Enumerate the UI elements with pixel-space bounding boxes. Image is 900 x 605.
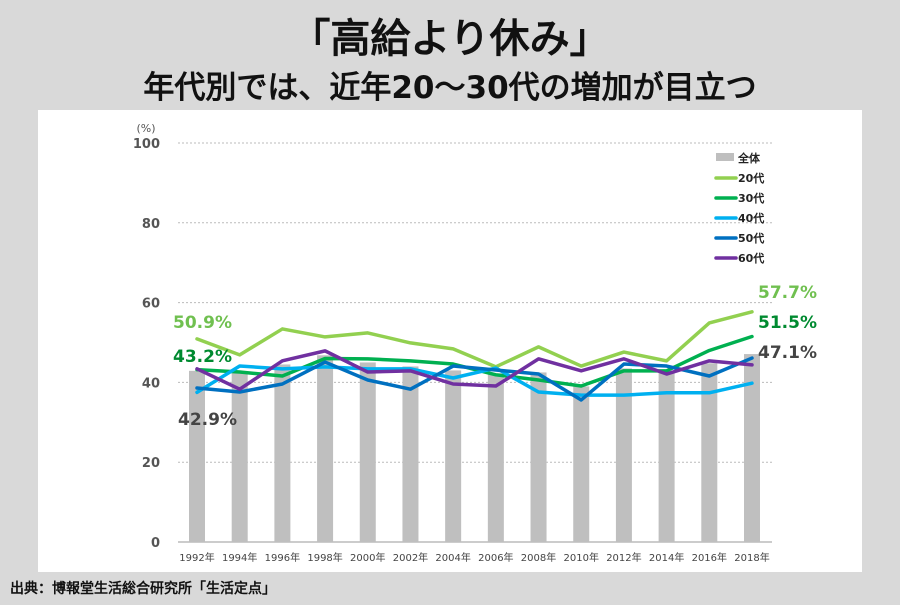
x-tick-label: 2016年	[692, 551, 727, 564]
bar-zentai	[445, 370, 462, 542]
legend-label: 20代	[738, 171, 764, 185]
bar-zentai	[658, 371, 675, 542]
x-tick-label: 2018年	[734, 551, 769, 564]
bar-zentai	[274, 364, 291, 542]
x-tick-label: 2000年	[350, 551, 385, 564]
x-tick-label: 2010年	[564, 551, 599, 564]
x-tick-label: 1998年	[307, 551, 342, 564]
data-label: 43.2%	[173, 347, 232, 367]
x-tick-label: 2004年	[435, 551, 470, 564]
bar-zentai	[573, 386, 590, 542]
x-tick-label: 2012年	[606, 551, 641, 564]
chart-subtitle: 年代別では、近年20〜30代の増加が目立つ	[143, 70, 757, 106]
data-label: 57.7%	[758, 283, 817, 303]
bar-zentai	[701, 363, 718, 542]
bar-zentai	[231, 373, 248, 542]
legend-label: 60代	[738, 251, 764, 265]
legend-swatch-zentai	[716, 153, 734, 161]
line-series-20代	[195, 310, 754, 369]
data-label: 47.1%	[758, 343, 817, 363]
y-tick-label: 0	[151, 536, 160, 551]
bar-zentai	[317, 355, 334, 542]
y-axis-unit: (%)	[136, 122, 155, 135]
bar-zentai	[744, 354, 760, 542]
source-note: 出典：博報堂生活総合研究所「生活定点」	[10, 581, 276, 597]
x-tick-label: 2008年	[521, 551, 556, 564]
bar-zentai	[530, 372, 547, 542]
bar-zentai	[402, 366, 419, 542]
data-label: 42.9%	[178, 410, 237, 430]
legend-label: 30代	[738, 191, 764, 205]
y-tick-label: 20	[142, 456, 160, 471]
data-label: 51.5%	[758, 313, 817, 333]
data-label: 50.9%	[173, 313, 232, 333]
x-tick-label: 2006年	[478, 551, 513, 564]
y-tick-label: 80	[142, 217, 160, 232]
y-tick-label: 100	[133, 137, 160, 152]
x-tick-label: 1992年	[179, 551, 214, 564]
line-series-40代	[195, 364, 754, 397]
chart-title: 「高給より休み」	[290, 16, 610, 62]
legend-label: 50代	[738, 231, 764, 245]
line-series-50代	[195, 356, 754, 402]
x-tick-label: 2002年	[393, 551, 428, 564]
y-tick-label: 60	[142, 297, 160, 312]
x-tick-label: 1996年	[265, 551, 300, 564]
legend-label: 40代	[738, 211, 764, 225]
legend-label: 全体	[737, 151, 761, 165]
y-tick-label: 40	[142, 376, 160, 391]
bar-zentai	[359, 362, 376, 542]
x-tick-label: 1994年	[222, 551, 257, 564]
x-tick-label: 2014年	[649, 551, 684, 564]
bar-zentai	[487, 373, 504, 542]
line-series-60代	[195, 349, 754, 391]
bar-zentai	[189, 370, 205, 542]
bar-zentai	[615, 368, 632, 542]
